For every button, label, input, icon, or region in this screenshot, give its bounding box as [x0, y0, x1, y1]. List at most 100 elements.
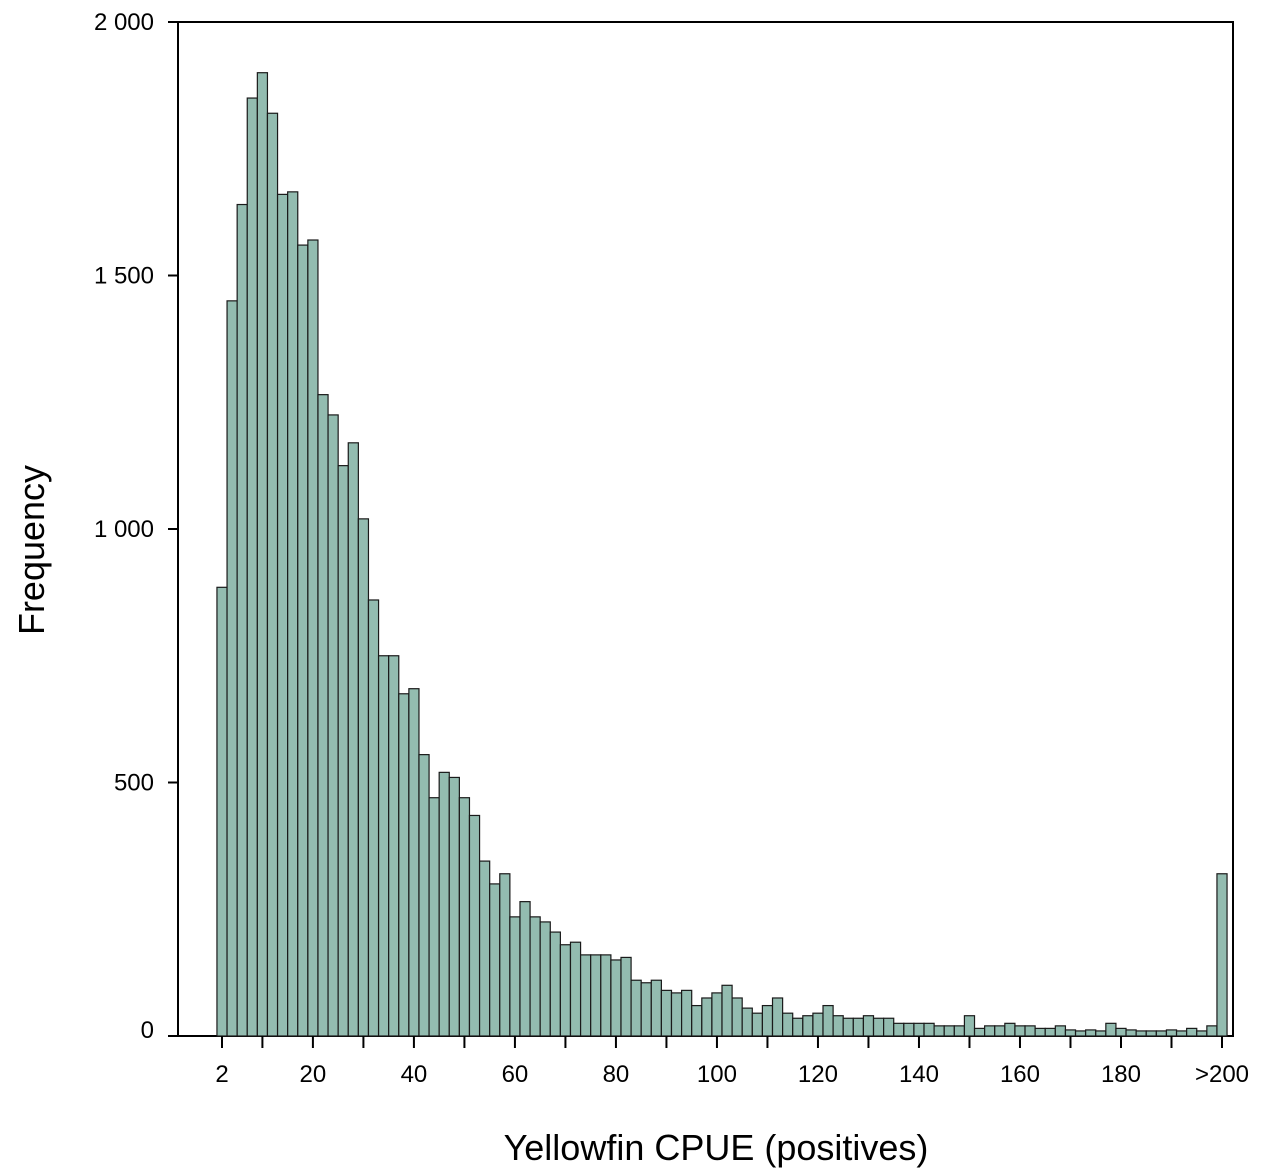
- histogram-bar: [731, 997, 743, 1037]
- histogram-bar: [276, 193, 289, 1037]
- histogram-bar: [1175, 1030, 1188, 1037]
- histogram-bar: [953, 1025, 966, 1037]
- histogram-bar: [398, 693, 410, 1037]
- x-tick-label: 160: [1000, 1061, 1040, 1088]
- histogram-bar: [792, 1017, 804, 1037]
- histogram-bar: [1206, 1025, 1218, 1037]
- histogram-bar: [1115, 1027, 1127, 1037]
- histogram-bar: [782, 1012, 794, 1037]
- histogram-bar: [691, 1004, 703, 1037]
- x-tick-label: 140: [899, 1061, 939, 1088]
- histogram-bar: [943, 1025, 955, 1037]
- histogram-bar: [388, 655, 400, 1037]
- histogram-bar: [670, 992, 683, 1037]
- x-tick-label: 20: [300, 1061, 327, 1088]
- x-tick-label: 60: [502, 1061, 529, 1088]
- histogram-bar: [418, 754, 430, 1037]
- x-tick-label: 80: [603, 1061, 630, 1088]
- x-tick-label: 40: [401, 1061, 428, 1088]
- histogram-bar: [842, 1017, 854, 1037]
- histogram-bar: [438, 771, 450, 1037]
- histogram-bar: [1105, 1022, 1117, 1037]
- x-tick-label: 120: [798, 1061, 838, 1088]
- histogram-bar: [751, 1012, 763, 1037]
- histogram-bar: [984, 1025, 996, 1037]
- histogram-bar: [297, 244, 309, 1037]
- histogram-bar: [650, 979, 662, 1037]
- histogram-bar: [640, 982, 652, 1037]
- histogram-bar: [347, 442, 359, 1037]
- histogram-bar: [973, 1027, 986, 1037]
- histogram-bar: [852, 1017, 865, 1037]
- histogram-bar: [287, 191, 299, 1037]
- histogram-bar: [963, 1015, 976, 1037]
- histogram-bar: [812, 1012, 824, 1037]
- x-tick-label: 100: [697, 1061, 737, 1088]
- histogram-bar: [1186, 1027, 1198, 1037]
- histogram-bar: [711, 992, 723, 1037]
- histogram-bar: [660, 989, 673, 1037]
- y-tick-label: 1 500: [94, 263, 154, 290]
- histogram-bar: [913, 1022, 925, 1037]
- histogram-bar: [1155, 1030, 1168, 1037]
- histogram-bar: [549, 931, 561, 1037]
- histogram-bar: [529, 916, 541, 1037]
- y-tick-label: 500: [114, 770, 154, 797]
- histogram-bar: [499, 873, 511, 1037]
- histogram-bar: [1064, 1029, 1077, 1037]
- histogram-bar: [923, 1022, 935, 1037]
- histogram-bar: [1095, 1030, 1107, 1037]
- y-axis-ticks: 0 500 1 000 1 500 2 000: [94, 9, 178, 1044]
- histogram-bar: [1004, 1022, 1016, 1037]
- histogram-bar: [620, 956, 632, 1037]
- y-axis-title: Frequency: [11, 465, 52, 635]
- histogram-bar: [1165, 1029, 1178, 1037]
- histogram-bar: [872, 1017, 885, 1037]
- histogram-bar: [1216, 873, 1228, 1037]
- histogram-bar: [680, 989, 693, 1037]
- histogram-bar: [883, 1017, 895, 1037]
- histogram-bar: [893, 1022, 905, 1037]
- histogram-bar: [367, 599, 380, 1037]
- histogram-bar: [822, 1004, 834, 1037]
- histogram-bar: [1135, 1030, 1147, 1037]
- histogram-bar: [428, 797, 440, 1037]
- histogram-bar: [1044, 1027, 1056, 1037]
- histogram-bar: [377, 655, 390, 1037]
- histogram-bar: [1034, 1027, 1046, 1037]
- y-tick-label: 0: [141, 1017, 154, 1044]
- histogram-bar: [458, 797, 471, 1037]
- histogram-bar: [448, 776, 460, 1037]
- histogram-bar: [408, 688, 420, 1037]
- histogram-bar: [216, 586, 228, 1037]
- x-tick-label: >200: [1195, 1061, 1249, 1088]
- histogram-bar: [468, 814, 481, 1037]
- histogram-bar: [357, 518, 370, 1037]
- histogram-bar: [1196, 1030, 1208, 1037]
- histogram-bar: [933, 1025, 945, 1037]
- histogram-bar: [701, 997, 713, 1037]
- histogram-bar: [862, 1015, 875, 1037]
- histogram-bar: [307, 239, 319, 1037]
- x-tick-label: 2: [215, 1061, 228, 1088]
- x-tick-label: 180: [1101, 1061, 1141, 1088]
- histogram-bar: [539, 921, 551, 1037]
- bars-group: [216, 72, 1228, 1037]
- histogram-bar: [236, 203, 248, 1037]
- x-axis-title: Yellowfin CPUE (positives): [504, 1127, 929, 1168]
- histogram-bar: [903, 1022, 915, 1037]
- histogram-bar: [478, 860, 491, 1037]
- histogram-bar: [519, 901, 531, 1037]
- histogram-bar: [832, 1015, 844, 1037]
- histogram-bar: [1085, 1029, 1097, 1037]
- histogram-bar: [721, 984, 733, 1037]
- histogram-bar: [489, 883, 501, 1037]
- x-axis-ticks: 2 20 40 60 80 100 120 140 160 180 >200: [215, 1036, 1249, 1088]
- histogram-bar: [1125, 1029, 1137, 1037]
- histogram-bar: [256, 72, 269, 1037]
- histogram-bar: [317, 394, 329, 1037]
- histogram-bar: [327, 414, 339, 1037]
- histogram-bar: [761, 1004, 774, 1037]
- histogram-bar: [559, 944, 572, 1037]
- histogram-bar: [1014, 1025, 1026, 1037]
